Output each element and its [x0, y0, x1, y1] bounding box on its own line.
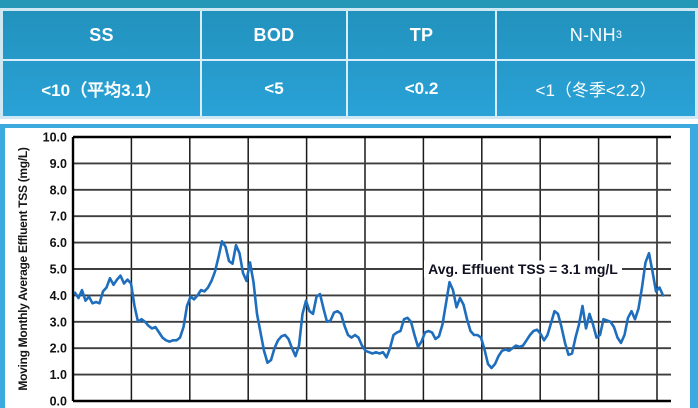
chart-panel-border-right — [690, 124, 698, 408]
table-header-ss: SS — [3, 11, 202, 61]
svg-text:7.0: 7.0 — [50, 210, 67, 224]
effluent-limits-table: SS BOD TP N-NH 3 <10（平均3.1） <5 <0.2 <1（冬季… — [0, 8, 698, 119]
svg-text:5.0: 5.0 — [50, 263, 67, 277]
table-header-nnh3-label: N-NH — [569, 24, 616, 45]
table-value-tp-text: <0.2 — [404, 78, 439, 98]
y-axis-title: Moving Monthly Average Effluent TSS (mg/… — [16, 147, 30, 390]
svg-text:1.0: 1.0 — [50, 368, 67, 382]
svg-text:2.0: 2.0 — [50, 342, 67, 356]
table-header-bod: BOD — [202, 11, 348, 61]
table-value-bod: <5 — [202, 61, 348, 116]
svg-text:0.0: 0.0 — [50, 395, 67, 408]
svg-text:6.0: 6.0 — [50, 236, 67, 250]
svg-text:9.0: 9.0 — [50, 157, 67, 171]
table-header-tp: TP — [348, 11, 497, 61]
chart-panel-border-left — [0, 124, 5, 408]
table-header-nnh3-subscript: 3 — [615, 29, 623, 41]
svg-text:8.0: 8.0 — [50, 183, 67, 197]
table-header-nnh3: N-NH 3 — [497, 11, 695, 61]
table-value-ss: <10（平均3.1） — [3, 61, 202, 116]
tss-chart-panel: 10.0 9.0 8.0 7.0 6.0 5.0 4.0 3.0 2.0 1.0 0.0 Avg. E… — [0, 124, 698, 408]
table-value-bod-text: <5 — [264, 78, 284, 98]
top-divider-strip — [0, 0, 698, 8]
svg-text:10.0: 10.0 — [43, 131, 67, 145]
svg-text:4.0: 4.0 — [50, 289, 67, 303]
table-value-tp: <0.2 — [348, 61, 497, 116]
table-header-bod-label: BOD — [253, 24, 295, 45]
tss-line-chart: 10.0 9.0 8.0 7.0 6.0 5.0 4.0 3.0 2.0 1.0 0.0 Avg. E… — [16, 131, 671, 408]
svg-text:3.0: 3.0 — [50, 315, 67, 329]
table-value-ss-text: <10（平均3.1） — [41, 81, 162, 100]
table-value-nnh3: <1（冬季<2.2） — [497, 61, 695, 116]
svg-text:Avg. Effluent TSS = 3.1 mg/L: Avg. Effluent TSS = 3.1 mg/L — [428, 261, 618, 277]
table-header-ss-label: SS — [89, 24, 114, 45]
chart-panel-border-top — [0, 124, 698, 128]
table-value-nnh3-text: <1（冬季<2.2） — [535, 81, 657, 100]
table-header-tp-label: TP — [409, 24, 434, 45]
